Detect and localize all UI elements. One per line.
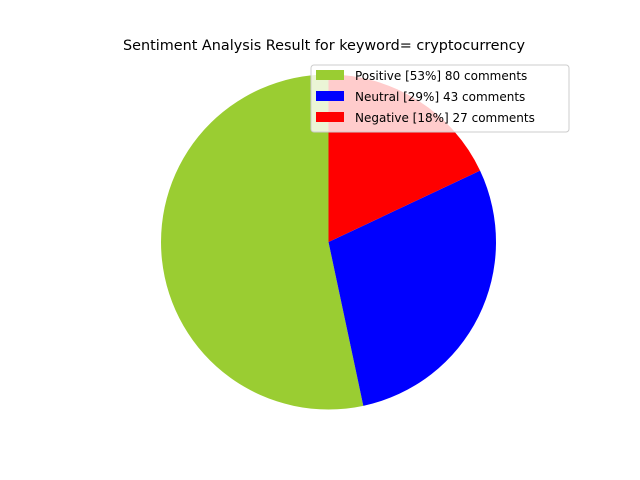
legend-swatch-2 <box>316 112 344 122</box>
legend-label-2: Negative [18%] 27 comments <box>355 111 535 125</box>
pie-slice-0 <box>161 74 364 410</box>
pie-slice-1 <box>328 170 497 406</box>
legend-swatch-0 <box>316 70 344 80</box>
pie-slices <box>161 74 497 410</box>
legend-label-1: Neutral [29%] 43 comments <box>355 90 525 104</box>
legend-swatch-1 <box>316 91 344 101</box>
legend-label-0: Positive [53%] 80 comments <box>355 69 527 83</box>
legend-frame <box>310 64 570 133</box>
chart-title: Sentiment Analysis Result for keyword= c… <box>123 38 526 54</box>
legend: Positive [53%] 80 comments Neutral [29%] … <box>310 64 570 133</box>
